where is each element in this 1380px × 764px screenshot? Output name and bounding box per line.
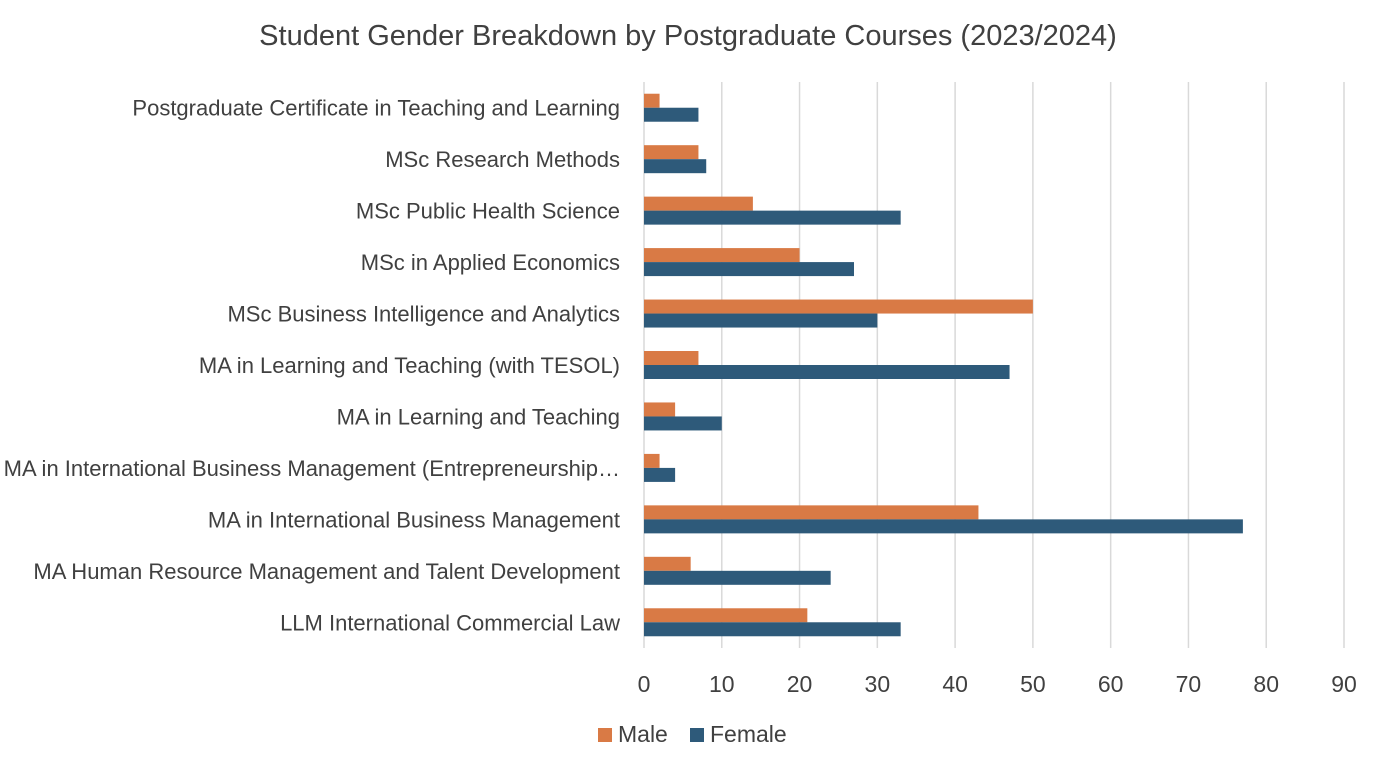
bar-female <box>644 159 707 174</box>
category-label: LLM International Commercial Law <box>280 610 620 635</box>
bar-male <box>644 608 808 623</box>
x-tick-label: 80 <box>1253 671 1279 697</box>
category-label: MA in International Business Management <box>208 507 620 532</box>
bar-female <box>644 210 901 225</box>
x-tick-label: 50 <box>1020 671 1046 697</box>
bar-male <box>644 505 979 520</box>
bar-male <box>644 145 699 160</box>
bar-female <box>644 262 854 277</box>
x-tick-label: 30 <box>865 671 891 697</box>
x-tick-label: 20 <box>787 671 813 697</box>
bar-female <box>644 365 1010 379</box>
x-axis-ticks: 0 10 20 30 40 50 60 70 80 90 <box>638 671 1357 697</box>
legend-label-male: Male <box>618 721 668 747</box>
bar-female <box>644 313 878 328</box>
category-label: MSc Public Health Science <box>356 199 620 224</box>
x-tick-label: 0 <box>638 671 651 697</box>
chart-title: Student Gender Breakdown by Postgraduate… <box>259 20 1117 52</box>
legend-swatch-male <box>598 728 612 742</box>
category-labels: Postgraduate Certificate in Teaching and… <box>4 96 620 636</box>
bar-female <box>644 570 831 585</box>
x-tick-label: 70 <box>1176 671 1202 697</box>
bar-male <box>644 196 753 211</box>
legend: Male Female <box>598 721 787 747</box>
category-label: MSc Research Methods <box>385 147 620 172</box>
category-label: MSc Business Intelligence and Analytics <box>227 302 620 327</box>
category-label: MA Human Resource Management and Talent … <box>33 559 620 584</box>
bar-male <box>644 299 1033 314</box>
bar-female <box>644 107 699 122</box>
bar-male <box>644 248 800 263</box>
bar-male <box>644 402 676 417</box>
x-tick-label: 60 <box>1098 671 1124 697</box>
x-tick-label: 10 <box>709 671 735 697</box>
bar-male <box>644 556 691 571</box>
bars <box>644 93 1243 637</box>
category-label: MSc in Applied Economics <box>361 250 620 275</box>
category-label: MA in Learning and Teaching (with TESOL) <box>199 353 620 378</box>
x-tick-label: 90 <box>1331 671 1357 697</box>
legend-label-female: Female <box>710 721 787 747</box>
x-tick-label: 40 <box>942 671 968 697</box>
bar-male <box>644 453 660 468</box>
bar-female <box>644 622 901 637</box>
bar-female <box>644 467 676 482</box>
legend-swatch-female <box>690 728 704 742</box>
category-label: MA in Learning and Teaching <box>337 404 620 429</box>
category-label: Postgraduate Certificate in Teaching and… <box>132 96 620 121</box>
bar-male <box>644 351 699 365</box>
bar-female <box>644 416 722 431</box>
category-label: MA in International Business Management … <box>4 456 620 481</box>
bar-male <box>644 93 660 108</box>
bar-female <box>644 519 1243 534</box>
